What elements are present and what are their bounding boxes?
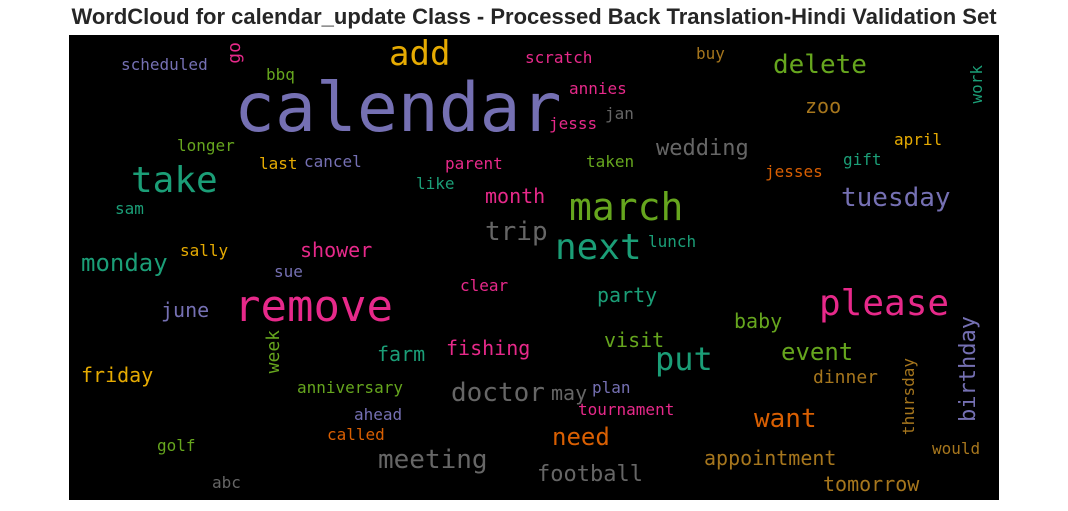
word-party: party bbox=[597, 283, 658, 307]
word-lunch: lunch bbox=[648, 232, 697, 251]
word-like: like bbox=[416, 174, 455, 193]
word-sally: sally bbox=[180, 241, 229, 260]
word-baby: baby bbox=[734, 309, 783, 333]
word-go: go bbox=[224, 42, 245, 64]
word-called: called bbox=[327, 425, 385, 444]
word-plan: plan bbox=[592, 378, 631, 397]
word-shower: shower bbox=[300, 238, 373, 262]
word-golf: golf bbox=[157, 436, 196, 455]
word-wedding: wedding bbox=[656, 136, 749, 161]
word-month: month bbox=[485, 184, 546, 208]
word-birthday: birthday bbox=[956, 316, 981, 422]
wordcloud-canvas: calendar remove march take next please add put d… bbox=[69, 35, 999, 500]
word-zoo: zoo bbox=[805, 94, 842, 118]
word-friday: friday bbox=[81, 363, 154, 387]
word-scratch: scratch bbox=[525, 48, 593, 67]
word-next: next bbox=[555, 227, 642, 268]
word-march: march bbox=[569, 185, 684, 229]
word-take: take bbox=[131, 160, 218, 201]
word-anniversary: anniversary bbox=[297, 378, 403, 397]
word-annies: annies bbox=[569, 79, 627, 98]
word-scheduled: scheduled bbox=[121, 55, 208, 74]
word-fishing: fishing bbox=[446, 336, 531, 360]
word-football: football bbox=[537, 462, 643, 487]
word-visit: visit bbox=[604, 328, 665, 352]
word-would: would bbox=[932, 439, 981, 458]
word-june: june bbox=[161, 298, 210, 322]
word-put: put bbox=[655, 340, 713, 378]
word-sue: sue bbox=[274, 262, 303, 281]
word-parent: parent bbox=[445, 154, 503, 173]
word-jesses: jesses bbox=[765, 162, 823, 181]
word-want: want bbox=[754, 404, 817, 434]
word-tomorrow: tomorrow bbox=[823, 472, 920, 496]
word-meeting: meeting bbox=[378, 445, 488, 475]
word-tournament: tournament bbox=[578, 400, 675, 419]
word-abc: abc bbox=[212, 473, 241, 492]
word-bbq: bbq bbox=[266, 65, 295, 84]
word-may: may bbox=[551, 381, 588, 405]
word-monday: monday bbox=[81, 249, 168, 277]
word-ahead: ahead bbox=[354, 405, 403, 424]
word-work: work bbox=[967, 65, 986, 104]
word-trip: trip bbox=[485, 217, 548, 247]
word-appointment: appointment bbox=[704, 446, 837, 470]
word-clear: clear bbox=[460, 276, 509, 295]
word-week: week bbox=[263, 330, 284, 374]
word-longer: longer bbox=[177, 136, 235, 155]
word-need: need bbox=[552, 423, 610, 451]
word-cancel: cancel bbox=[304, 152, 362, 171]
word-please: please bbox=[819, 283, 950, 324]
word-buy: buy bbox=[696, 44, 725, 63]
word-last: last bbox=[259, 154, 298, 173]
word-jesss: jesss bbox=[549, 114, 598, 133]
word-doctor: doctor bbox=[451, 378, 545, 408]
word-thursday: thursday bbox=[899, 358, 918, 436]
word-farm: farm bbox=[377, 342, 426, 366]
word-add: add bbox=[389, 35, 451, 74]
word-tuesday: tuesday bbox=[841, 183, 951, 213]
word-event: event bbox=[781, 338, 854, 366]
word-april: april bbox=[894, 130, 943, 149]
word-sam: sam bbox=[115, 199, 144, 218]
word-dinner: dinner bbox=[813, 367, 879, 388]
word-calendar: calendar bbox=[234, 69, 562, 148]
word-jan: jan bbox=[605, 104, 634, 123]
word-delete: delete bbox=[773, 50, 867, 80]
word-remove: remove bbox=[234, 281, 393, 332]
word-gift: gift bbox=[843, 150, 882, 169]
chart-title: WordCloud for calendar_update Class - Pr… bbox=[71, 4, 997, 29]
word-taken: taken bbox=[586, 152, 635, 171]
